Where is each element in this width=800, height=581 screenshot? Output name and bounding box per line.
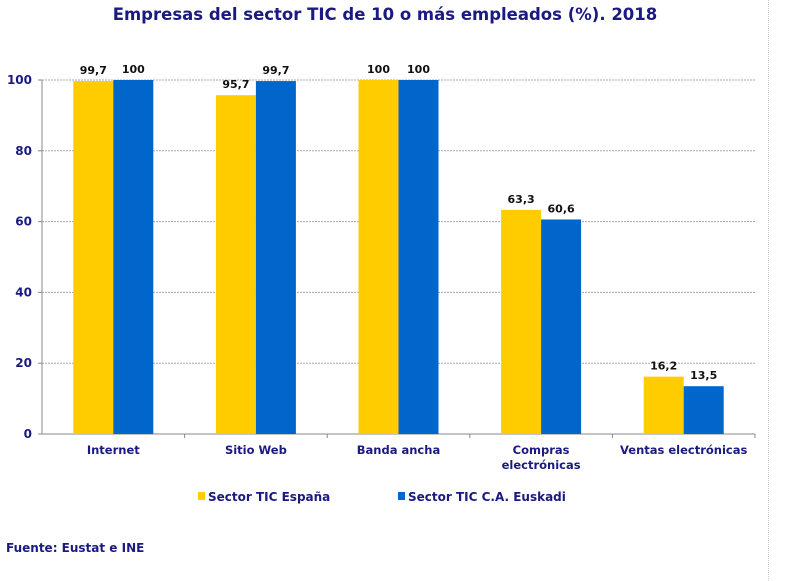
legend-label: Sector TIC España — [208, 490, 330, 504]
bar-euskadi — [255, 81, 296, 434]
data-label: 63,3 — [508, 193, 535, 206]
y-tick-label: 40 — [15, 285, 32, 299]
x-tick-label: Sitio Web — [225, 443, 287, 457]
data-label: 99,7 — [262, 64, 289, 77]
bar-espana — [358, 80, 399, 434]
legend-swatch — [198, 492, 205, 500]
data-label: 16,2 — [650, 360, 677, 373]
y-tick-label: 80 — [15, 144, 32, 158]
bar-espana — [73, 81, 114, 434]
source-note: Fuente: Eustat e INE — [6, 541, 145, 555]
bar-espana — [215, 95, 256, 435]
data-label: 60,6 — [548, 202, 575, 215]
bar-espana — [501, 209, 542, 434]
chart-title: Empresas del sector TIC de 10 o más empl… — [112, 5, 658, 24]
x-tick-label: Banda ancha — [357, 443, 440, 457]
legend-label: Sector TIC C.A. Euskadi — [408, 490, 566, 504]
legend-swatch — [398, 492, 405, 500]
right-border — [768, 0, 769, 581]
x-tick-label: Compras — [513, 443, 570, 457]
y-tick-label: 0 — [24, 427, 32, 441]
bar-euskadi — [113, 80, 154, 434]
x-tick-label: Internet — [87, 443, 140, 457]
y-tick-label: 100 — [7, 73, 32, 87]
data-label: 100 — [407, 63, 430, 76]
x-tick-label: Ventas electrónicas — [620, 443, 747, 457]
y-tick-label: 60 — [15, 215, 32, 229]
x-tick-label: electrónicas — [502, 458, 581, 472]
data-label: 95,7 — [222, 78, 249, 91]
data-label: 100 — [122, 63, 145, 76]
data-label: 100 — [367, 63, 390, 76]
bar-euskadi — [398, 80, 439, 434]
bar-euskadi — [683, 386, 724, 434]
bar-euskadi — [541, 219, 582, 434]
y-tick-label: 20 — [15, 356, 32, 370]
bar-espana — [643, 376, 684, 434]
data-label: 13,5 — [690, 369, 717, 382]
data-label: 99,7 — [80, 64, 107, 77]
